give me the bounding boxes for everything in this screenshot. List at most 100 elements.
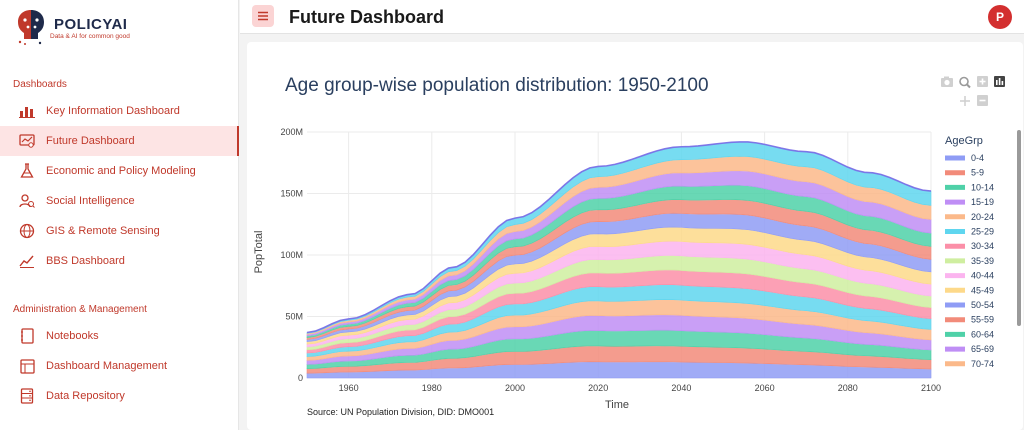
sidebar-item-dashboard-management[interactable]: Dashboard Management: [0, 351, 239, 381]
trend-line-icon: [18, 252, 36, 270]
legend-label: 70-74: [971, 359, 994, 369]
y-tick-label: 200M: [280, 127, 303, 137]
legend-label: 15-19: [971, 197, 994, 207]
legend-label: 50-54: [971, 300, 994, 310]
zoom-icon[interactable]: [959, 76, 971, 89]
legend-item-10-14[interactable]: 10-14: [945, 182, 994, 192]
plotly-logo-icon[interactable]: [994, 76, 1005, 87]
page-title: Future Dashboard: [289, 7, 445, 27]
zoom-in-icon[interactable]: [977, 76, 988, 87]
legend-item-25-29[interactable]: 25-29: [945, 227, 994, 237]
chart-axes: 0 50M 100M 150M 200M 1960 1980 2000 2020 2040 2060…: [280, 127, 941, 393]
x-tick-label: 2080: [838, 383, 858, 393]
hamburger-icon: [258, 11, 268, 21]
x-tick-label: 2100: [921, 383, 941, 393]
zoom-out-icon[interactable]: [977, 95, 988, 106]
database-icon: [18, 387, 36, 405]
legend-item-45-49[interactable]: 45-49: [945, 285, 994, 295]
legend-item-20-24[interactable]: 20-24: [945, 212, 994, 222]
x-tick-label: 2040: [671, 383, 691, 393]
legend-label: 45-49: [971, 285, 994, 295]
sidebar-item-label: Key Information Dashboard: [46, 105, 180, 117]
legend-item-0-4[interactable]: 0-4: [945, 153, 984, 163]
legend-label: 0-4: [971, 153, 984, 163]
y-tick-label: 0: [298, 373, 303, 383]
legend-label: 55-59: [971, 315, 994, 325]
sidebar-item-economic-and-policy-modeling[interactable]: Economic and Policy Modeling: [0, 156, 239, 186]
legend-label: 60-64: [971, 329, 994, 339]
sidebar: POLICYAI Data & AI for common good Dashb…: [0, 0, 239, 430]
x-tick-label: 2060: [755, 383, 775, 393]
sidebar-item-label: Notebooks: [46, 330, 99, 342]
legend-label: 65-69: [971, 344, 994, 354]
sidebar-item-label: Economic and Policy Modeling: [46, 165, 196, 177]
chart-source-note: Source: UN Population Division, DID: DMO…: [307, 407, 494, 417]
legend-item-35-39[interactable]: 35-39: [945, 256, 994, 266]
legend-label: 5-9: [971, 168, 984, 178]
area-chart[interactable]: 0 50M 100M 150M 200M 1960 1980 2000 2020 2040 2060…: [247, 42, 1023, 430]
x-tick-label: 1980: [422, 383, 442, 393]
legend-label: 30-34: [971, 241, 994, 251]
camera-icon[interactable]: [941, 76, 953, 88]
legend-item-5-9[interactable]: 5-9: [945, 168, 984, 178]
layout-icon: [18, 357, 36, 375]
sidebar-item-gis-remote-sensing[interactable]: GIS & Remote Sensing: [0, 216, 239, 246]
y-tick-label: 50M: [285, 312, 303, 322]
sidebar-item-notebooks[interactable]: Notebooks: [0, 321, 239, 351]
brand-logo[interactable]: POLICYAI Data & AI for common good: [14, 6, 214, 50]
legend-item-65-69[interactable]: 65-69: [945, 344, 994, 354]
sidebar-item-social-intelligence[interactable]: Social Intelligence: [0, 186, 239, 216]
sidebar-item-bbs-dashboard[interactable]: BBS Dashboard: [0, 246, 239, 276]
notebook-icon: [18, 327, 36, 345]
people-icon: [18, 192, 36, 210]
globe-icon: [18, 222, 36, 240]
sidebar-item-data-repository[interactable]: Data Repository: [0, 381, 239, 411]
user-avatar[interactable]: P: [988, 5, 1012, 29]
sidebar-item-key-information-dashboard[interactable]: Key Information Dashboard: [0, 96, 239, 126]
y-tick-label: 100M: [280, 250, 303, 260]
sidebar-item-label: Social Intelligence: [46, 195, 135, 207]
legend-item-60-64[interactable]: 60-64: [945, 329, 994, 339]
legend-item-50-54[interactable]: 50-54: [945, 300, 994, 310]
legend-item-30-34[interactable]: 30-34: [945, 241, 994, 251]
chart-card: Age group-wise population distribution: …: [247, 42, 1023, 430]
brand-tagline: Data & AI for common good: [50, 33, 130, 40]
flask-icon: [18, 162, 36, 180]
sidebar-item-future-dashboard[interactable]: Future Dashboard: [0, 126, 239, 156]
chart-areas[interactable]: [306, 141, 932, 379]
chart-modebar: [939, 74, 1019, 114]
x-tick-label: 1960: [339, 383, 359, 393]
legend-label: 25-29: [971, 227, 994, 237]
legend-item-55-59[interactable]: 55-59: [945, 315, 994, 325]
chart-title: Age group-wise population distribution: …: [285, 75, 709, 96]
legend-item-70-74[interactable]: 70-74: [945, 359, 994, 369]
chart-screen-icon: [18, 132, 36, 150]
legend-label: 35-39: [971, 256, 994, 266]
top-bar: Future Dashboard P: [240, 0, 1024, 34]
chart-legend[interactable]: AgeGrp 0-4 5-9 10-14 15-19 20-24 25-29 30-34 35-…: [945, 135, 994, 369]
brain-logo-icon: [18, 10, 44, 45]
x-axis-label: Time: [605, 399, 629, 411]
legend-item-15-19[interactable]: 15-19: [945, 197, 994, 207]
x-tick-label: 2020: [588, 383, 608, 393]
menu-toggle-button[interactable]: [252, 5, 274, 27]
sidebar-item-label: Future Dashboard: [46, 135, 135, 147]
legend-label: 40-44: [971, 271, 994, 281]
legend-title: AgeGrp: [945, 135, 983, 147]
y-tick-label: 150M: [280, 189, 303, 199]
area-series-edge: [306, 141, 932, 334]
sidebar-item-label: BBS Dashboard: [46, 255, 125, 267]
legend-item-40-44[interactable]: 40-44: [945, 271, 994, 281]
x-tick-label: 2000: [505, 383, 525, 393]
sidebar-item-label: Dashboard Management: [46, 360, 168, 372]
legend-label: 20-24: [971, 212, 994, 222]
y-axis-label: PopTotal: [253, 231, 265, 274]
brand-name: POLICYAI: [54, 16, 128, 33]
section-title-dashboards: Dashboards: [13, 79, 67, 90]
legend-scrollbar[interactable]: [1017, 130, 1021, 326]
bar-chart-icon: [18, 102, 36, 120]
sidebar-item-label: Data Repository: [46, 390, 125, 402]
pan-icon[interactable]: [960, 96, 970, 106]
sidebar-item-label: GIS & Remote Sensing: [46, 225, 160, 237]
section-title-administration: Administration & Management: [13, 304, 147, 315]
